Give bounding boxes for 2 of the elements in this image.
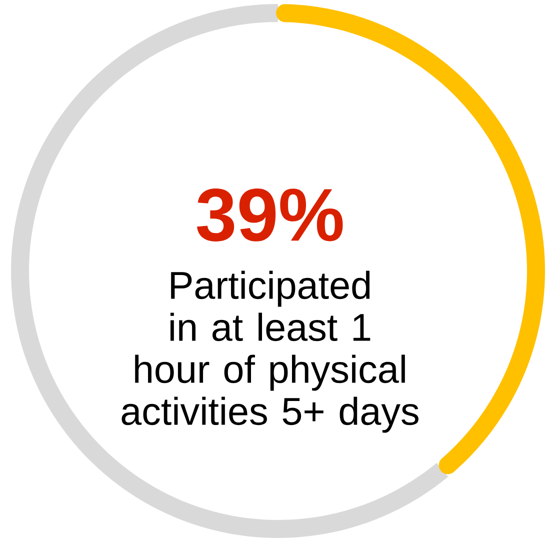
text: 39% <box>196 188 343 242</box>
text: Participated in at least 1 hour of physical activities 5+ days <box>122 270 418 433</box>
